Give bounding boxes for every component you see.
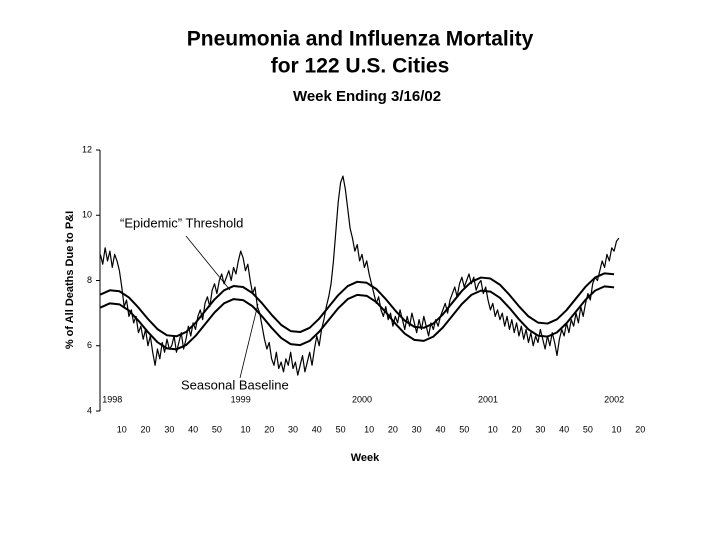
- x-tick-label: 10: [488, 424, 498, 434]
- x-tick-label: 10: [117, 424, 127, 434]
- annotation: Seasonal Baseline: [181, 377, 289, 392]
- year-label: 1998: [102, 394, 122, 404]
- y-tick-label: 12: [82, 144, 92, 154]
- chart-title: for 122 U.S. Cities: [271, 55, 450, 78]
- y-tick-label: 4: [87, 405, 92, 415]
- year-label: 1999: [231, 394, 251, 404]
- annotation-pointer: [239, 303, 259, 379]
- x-tick-label: 40: [312, 424, 322, 434]
- x-tick-label: 40: [559, 424, 569, 434]
- y-tick-label: 10: [82, 210, 92, 220]
- y-axis-title: % of All Deaths Due to P&I: [64, 211, 76, 349]
- x-tick-label: 20: [141, 424, 151, 434]
- threshold-line: [99, 272, 615, 338]
- year-label: 2000: [352, 394, 372, 404]
- observed-line: [99, 175, 620, 376]
- x-tick-label: 50: [583, 424, 593, 434]
- x-tick-label: 30: [288, 424, 298, 434]
- y-tick-label: 6: [87, 340, 92, 350]
- year-label: 2001: [478, 394, 498, 404]
- baseline-line: [99, 285, 615, 351]
- x-tick-label: 40: [435, 424, 445, 434]
- x-tick-label: 40: [188, 424, 198, 434]
- x-tick-label: 30: [535, 424, 545, 434]
- x-tick-label: 20: [512, 424, 522, 434]
- x-tick-label: 20: [264, 424, 274, 434]
- x-tick-label: 50: [212, 424, 222, 434]
- x-tick-label: 10: [240, 424, 250, 434]
- x-axis-title: Week: [351, 452, 380, 464]
- year-label: 2002: [604, 394, 624, 404]
- x-tick-label: 10: [364, 424, 374, 434]
- annotation-pointer: [185, 235, 231, 291]
- x-tick-label: 30: [412, 424, 422, 434]
- x-tick-label: 20: [388, 424, 398, 434]
- chart-title: Pneumonia and Influenza Mortality: [187, 28, 534, 51]
- x-tick-label: 10: [611, 424, 621, 434]
- x-tick-label: 20: [635, 424, 645, 434]
- annotation: “Epidemic” Threshold: [120, 215, 243, 230]
- y-tick-label: 8: [87, 275, 92, 285]
- chart-subtitle: Week Ending 3/16/02: [293, 88, 441, 105]
- x-tick-label: 50: [336, 424, 346, 434]
- x-tick-label: 30: [164, 424, 174, 434]
- x-tick-label: 50: [459, 424, 469, 434]
